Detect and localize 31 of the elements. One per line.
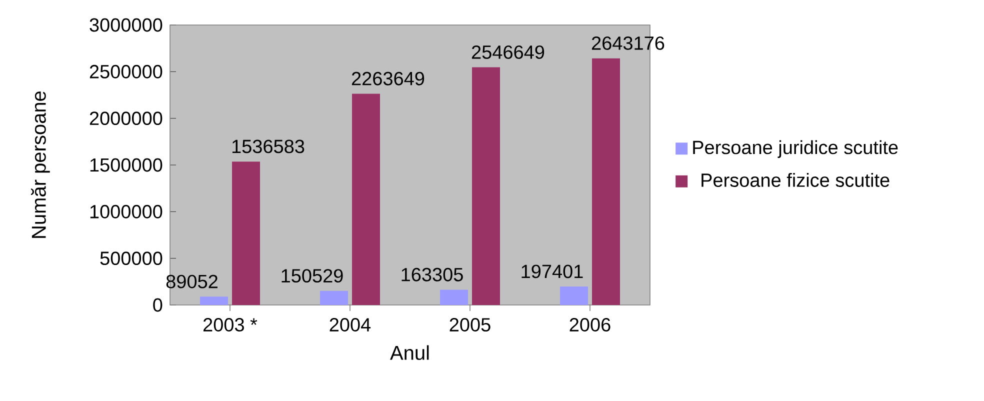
y-tick-label: 3000000: [90, 18, 162, 32]
x-axis-title: Anul: [390, 345, 429, 360]
y-axis-title: Număr persoane: [30, 91, 50, 238]
x-tick-label: 2005: [450, 318, 490, 332]
data-label: 2643176: [592, 36, 664, 50]
bar: [592, 58, 620, 305]
data-label: 1536583: [232, 140, 304, 154]
data-label: 150529: [282, 269, 343, 283]
legend-label: Persoane juridice scutite: [693, 140, 898, 158]
y-tick-label: 1500000: [90, 158, 162, 172]
data-label: 2546649: [472, 45, 544, 59]
x-tick-label: 2006: [570, 318, 610, 332]
legend-label: Persoane fizice scutite: [702, 172, 890, 187]
data-label: 197401: [522, 264, 583, 278]
x-tick-label: 2004: [330, 318, 371, 332]
bar: [352, 94, 380, 305]
data-label: 89052: [166, 274, 218, 288]
y-tick-label: 1000000: [90, 204, 162, 218]
data-label: 2263649: [352, 72, 424, 86]
data-label: 163305: [402, 268, 463, 282]
y-tick-label: 2000000: [90, 112, 162, 126]
bar: [320, 290, 348, 305]
bar: [560, 286, 588, 305]
y-tick-label: 500000: [100, 252, 162, 266]
bar: [232, 162, 260, 305]
bar: [472, 67, 500, 305]
bar: [440, 290, 468, 305]
x-tick-label: 2003 *: [203, 318, 258, 332]
y-tick-label: 2500000: [90, 64, 162, 78]
bar: [200, 296, 228, 305]
y-tick-label: 0: [153, 298, 162, 312]
